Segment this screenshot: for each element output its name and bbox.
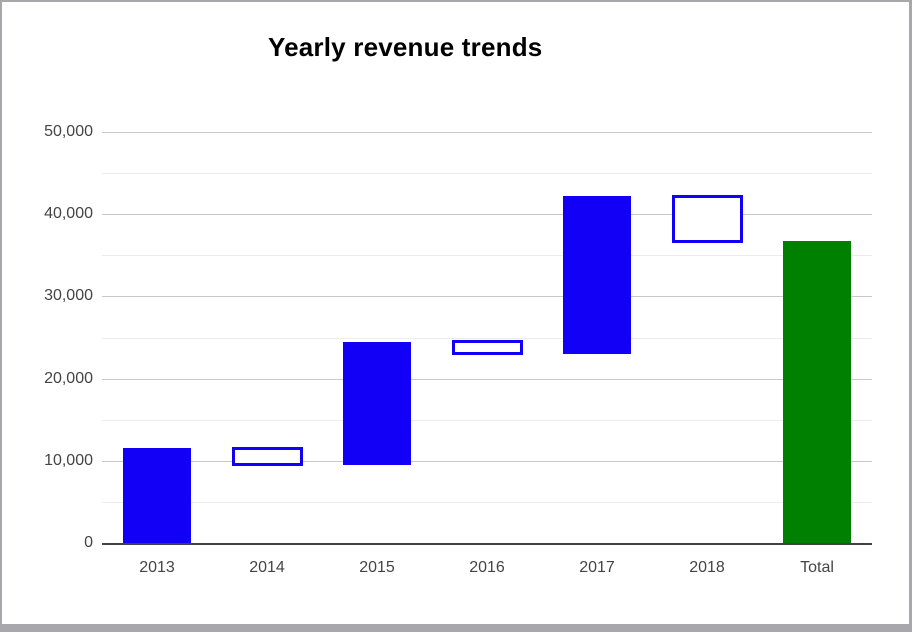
waterfall-bar-2017[interactable]: [563, 196, 631, 354]
x-axis-category-label: Total: [800, 559, 834, 576]
waterfall-bar-2014[interactable]: [232, 447, 303, 466]
y-axis-tick-label: 20,000: [44, 370, 93, 387]
y-axis-tick-label: 10,000: [44, 452, 93, 469]
y-axis-tick-label: 30,000: [44, 287, 93, 304]
waterfall-bar-2016[interactable]: [452, 340, 523, 355]
x-axis-category-label: 2015: [359, 559, 395, 576]
gridline-major: [102, 214, 872, 215]
y-axis-tick-label: 0: [84, 534, 93, 551]
gridline-minor: [102, 173, 872, 174]
chart-title: Yearly revenue trends: [268, 32, 543, 62]
gridline-major: [102, 132, 872, 133]
gridline-minor: [102, 420, 872, 421]
waterfall-bar-2018[interactable]: [672, 195, 743, 243]
waterfall-bar-2015[interactable]: [343, 342, 411, 465]
x-axis-baseline: [102, 543, 872, 545]
gridline-major: [102, 296, 872, 297]
x-axis-category-label: 2014: [249, 559, 285, 576]
waterfall-bar-2013[interactable]: [123, 448, 191, 543]
gridline-minor: [102, 255, 872, 256]
x-axis-category-label: 2013: [139, 559, 175, 576]
gridline-minor: [102, 502, 872, 503]
y-axis-tick-label: 40,000: [44, 205, 93, 222]
gridline-minor: [102, 338, 872, 339]
gridline-major: [102, 461, 872, 462]
x-axis-category-label: 2018: [689, 559, 725, 576]
x-axis-category-label: 2016: [469, 559, 505, 576]
y-axis-tick-label: 50,000: [44, 123, 93, 140]
gridline-major: [102, 379, 872, 380]
x-axis-category-label: 2017: [579, 559, 615, 576]
waterfall-bar-total[interactable]: [783, 241, 851, 543]
